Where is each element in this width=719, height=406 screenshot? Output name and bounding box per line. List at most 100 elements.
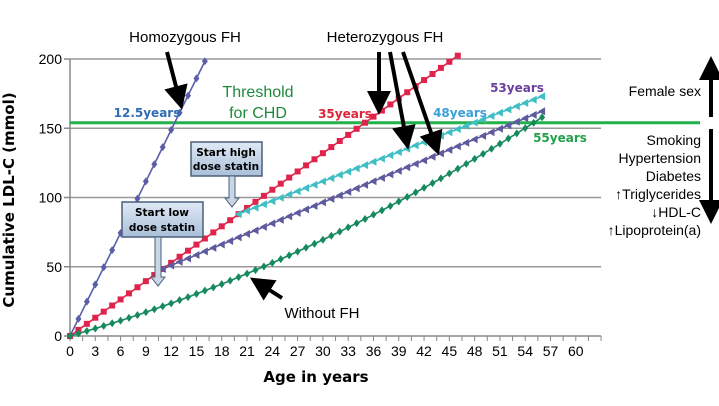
x-tick-label: 0 (66, 343, 74, 359)
data-point (235, 273, 242, 282)
x-tick-label: 15 (189, 343, 205, 359)
data-point (100, 308, 107, 315)
data-point (185, 247, 192, 254)
y-tick-label: 150 (39, 120, 63, 136)
y-tick-label: 0 (54, 328, 62, 344)
data-point (294, 247, 301, 256)
data-point (453, 125, 461, 134)
data-point (454, 164, 461, 173)
data-point (538, 92, 546, 101)
data-point (260, 192, 267, 199)
x-tick-label: 39 (391, 343, 407, 359)
low-dose-box (121, 201, 204, 238)
data-point (276, 215, 284, 224)
data-point (335, 170, 343, 179)
data-point (420, 156, 428, 165)
data-point (234, 210, 242, 219)
data-point (252, 198, 259, 205)
data-point (218, 280, 225, 289)
data-point (429, 70, 436, 77)
data-point (151, 160, 158, 169)
data-point (437, 174, 444, 183)
data-point (277, 180, 284, 187)
data-point (134, 284, 141, 291)
x-tick-label: 24 (265, 343, 281, 359)
x-tick-label: 51 (492, 343, 508, 359)
data-point (293, 208, 301, 217)
low-dose-arrow (149, 236, 167, 287)
data-point (302, 183, 310, 192)
data-point (345, 131, 352, 138)
x-tick-label: 18 (214, 343, 230, 359)
data-point (429, 179, 436, 188)
series-line (162, 110, 543, 270)
data-point (269, 258, 276, 267)
y-tick-label: 200 (39, 51, 63, 67)
data-point (319, 150, 326, 157)
data-point (201, 286, 208, 295)
data-point (310, 201, 318, 210)
data-point (251, 203, 259, 212)
data-point (276, 193, 284, 202)
data-point (538, 107, 546, 116)
data-point (446, 58, 453, 65)
high-dose-box-line2: dose statin (193, 161, 259, 173)
data-point (403, 144, 411, 153)
data-point (302, 205, 310, 214)
data-point (529, 95, 537, 104)
x-tick-label: 36 (366, 343, 382, 359)
data-point (487, 112, 495, 121)
data-point (335, 191, 343, 200)
data-point (311, 156, 318, 163)
data-point (184, 254, 192, 263)
data-point (411, 159, 419, 168)
data-point (436, 149, 444, 158)
heterozygous-arrow-low-dose (401, 51, 443, 156)
data-point (345, 223, 352, 232)
crossing-label-48years: 48years (433, 106, 487, 120)
data-point (126, 290, 133, 297)
x-tick-label: 9 (142, 343, 150, 359)
series-heterozygous-fh-low-dose-statin (158, 107, 546, 273)
y-axis-title: Cumulative LDL-C (mmol) (0, 92, 18, 307)
crossing-label-35years: 35years (318, 107, 372, 121)
y-tick-label: 50 (46, 259, 62, 275)
data-point (92, 280, 99, 289)
data-point (480, 149, 487, 158)
high-dose-box (190, 141, 263, 177)
data-point (521, 99, 529, 108)
data-point (495, 108, 503, 117)
data-point (134, 311, 141, 320)
data-point (522, 124, 529, 133)
data-point (436, 131, 444, 140)
data-point (285, 190, 293, 199)
data-point (529, 110, 537, 119)
data-point (217, 240, 225, 249)
data-point (310, 180, 318, 189)
x-tick-label: 54 (517, 343, 533, 359)
heterozygous-arrow-high-dose (388, 51, 416, 150)
data-point (377, 154, 385, 163)
data-point (505, 134, 512, 143)
data-point (226, 236, 234, 245)
data-point (328, 144, 335, 151)
data-point (521, 114, 529, 123)
data-point (369, 157, 377, 166)
data-point (539, 113, 546, 122)
data-point (318, 177, 326, 186)
heterozygous-label: Heterozygous FH (327, 29, 444, 46)
data-point (92, 324, 99, 333)
data-point (100, 321, 107, 330)
data-point (158, 264, 166, 273)
series-layer (67, 52, 546, 340)
data-point (437, 64, 444, 71)
data-point (311, 239, 318, 248)
data-point (259, 200, 267, 209)
data-point (445, 128, 453, 137)
data-point (370, 210, 377, 219)
crossing-label-12.5years: 12.5years (114, 106, 181, 120)
data-point (487, 128, 495, 137)
data-point (151, 305, 158, 314)
data-point (454, 52, 461, 59)
